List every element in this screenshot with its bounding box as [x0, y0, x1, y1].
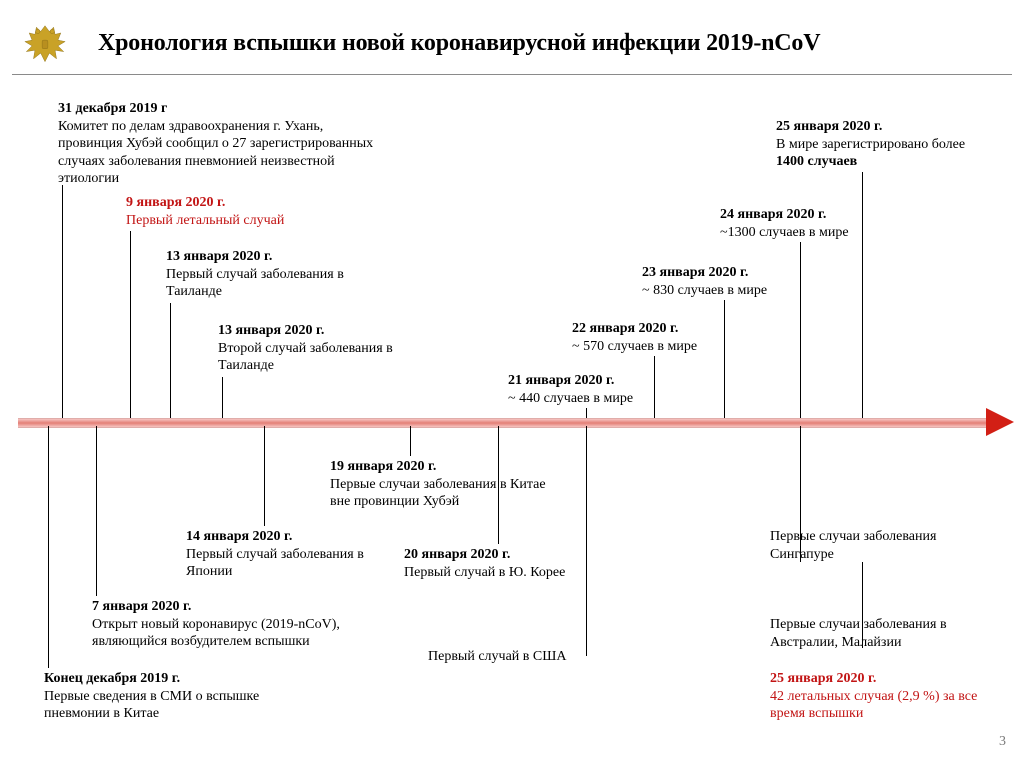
event-date: 21 января 2020 г. [508, 372, 688, 390]
timeline-event: 24 января 2020 г.~1300 случаев в мире [720, 206, 900, 241]
event-desc: Комитет по делам здравоохранения г. Ухан… [58, 118, 388, 188]
timeline-axis [18, 418, 1014, 426]
event-date: 23 января 2020 г. [642, 264, 822, 282]
timeline-tick [410, 426, 411, 456]
timeline-tick [62, 185, 63, 418]
event-date: 20 января 2020 г. [404, 546, 614, 564]
timeline-tick [862, 172, 863, 418]
timeline-event: Первый случай в США [428, 648, 628, 666]
timeline-event: 23 января 2020 г.~ 830 случаев в мире [642, 264, 822, 299]
timeline-arrowhead-icon [986, 408, 1014, 436]
event-desc: ~ 570 случаев в мире [572, 338, 752, 356]
event-desc: Первый случай в Ю. Корее [404, 564, 614, 582]
event-desc: В мире зарегистрировано более 1400 случа… [776, 136, 986, 171]
event-date: 22 января 2020 г. [572, 320, 752, 338]
event-date: 13 января 2020 г. [166, 248, 366, 266]
header: Хронология вспышки новой коронавирусной … [0, 20, 1024, 66]
event-desc: Открыт новый коронавирус (2019-nCoV), яв… [92, 616, 392, 651]
title-underline [12, 74, 1012, 75]
timeline-tick [724, 300, 725, 418]
event-desc: 42 летальных случая (2,9 %) за все время… [770, 688, 1000, 723]
timeline-tick [498, 426, 499, 544]
timeline-event: 25 января 2020 г.В мире зарегистрировано… [776, 118, 986, 171]
timeline-tick [222, 377, 223, 418]
page-number: 3 [999, 734, 1006, 750]
event-desc: Первый случай заболевания в Японии [186, 546, 386, 581]
timeline-tick [170, 303, 171, 418]
event-date: 14 января 2020 г. [186, 528, 386, 546]
timeline-event: 14 января 2020 г.Первый случай заболеван… [186, 528, 386, 581]
event-desc: ~1300 случаев в мире [720, 224, 900, 242]
timeline-tick [800, 242, 801, 418]
event-date: 24 января 2020 г. [720, 206, 900, 224]
event-date: Конец декабря 2019 г. [44, 670, 304, 688]
timeline-tick [264, 426, 265, 526]
event-date: 7 января 2020 г. [92, 598, 392, 616]
timeline-tick [130, 231, 131, 418]
timeline-event: 19 января 2020 г.Первые случаи заболеван… [330, 458, 560, 511]
timeline-event: Первые случаи заболевания в Австралии, М… [770, 616, 990, 651]
event-desc: Первые сведения в СМИ о вспышке пневмони… [44, 688, 304, 723]
event-date: 25 января 2020 г. [776, 118, 986, 136]
timeline-tick [586, 426, 587, 656]
timeline-event: 13 января 2020 г.Первый случай заболеван… [166, 248, 366, 301]
event-desc: Первые случаи заболевания в Австралии, М… [770, 616, 990, 651]
timeline-tick [654, 356, 655, 418]
event-date: 13 января 2020 г. [218, 322, 418, 340]
timeline-tick [48, 426, 49, 668]
timeline-event: 9 января 2020 г.Первый летальный случай [126, 194, 346, 229]
timeline-event: 13 января 2020 г.Второй случай заболеван… [218, 322, 418, 375]
timeline-event: 7 января 2020 г.Открыт новый коронавирус… [92, 598, 392, 651]
timeline-event: 20 января 2020 г.Первый случай в Ю. Коре… [404, 546, 614, 581]
event-date: 25 января 2020 г. [770, 670, 1000, 688]
timeline-event: 25 января 2020 г.42 летальных случая (2,… [770, 670, 1000, 723]
timeline-event: 21 января 2020 г.~ 440 случаев в мире [508, 372, 688, 407]
timeline-event: 31 декабря 2019 гКомитет по делам здраво… [58, 100, 388, 188]
event-date: 9 января 2020 г. [126, 194, 346, 212]
timeline-axis-body [18, 418, 988, 428]
state-emblem-icon [22, 20, 68, 66]
event-desc: Второй случай заболевания в Таиланде [218, 340, 418, 375]
event-desc: ~ 830 случаев в мире [642, 282, 822, 300]
timeline-event: Первые случаи заболевания Сингапуре [770, 528, 980, 563]
event-desc: Первые случаи заболевания Сингапуре [770, 528, 980, 563]
event-date: 19 января 2020 г. [330, 458, 560, 476]
event-desc: Первые случаи заболевания в Китае вне пр… [330, 476, 560, 511]
event-desc: Первый случай заболевания в Таиланде [166, 266, 366, 301]
event-desc: Первый летальный случай [126, 212, 346, 230]
event-desc: ~ 440 случаев в мире [508, 390, 688, 408]
timeline-tick [586, 408, 587, 418]
timeline-event: Конец декабря 2019 г.Первые сведения в С… [44, 670, 304, 723]
timeline-tick [96, 426, 97, 596]
event-date: 31 декабря 2019 г [58, 100, 388, 118]
timeline-event: 22 января 2020 г.~ 570 случаев в мире [572, 320, 752, 355]
event-desc: Первый случай в США [428, 648, 628, 666]
page-title: Хронология вспышки новой коронавирусной … [98, 30, 820, 57]
